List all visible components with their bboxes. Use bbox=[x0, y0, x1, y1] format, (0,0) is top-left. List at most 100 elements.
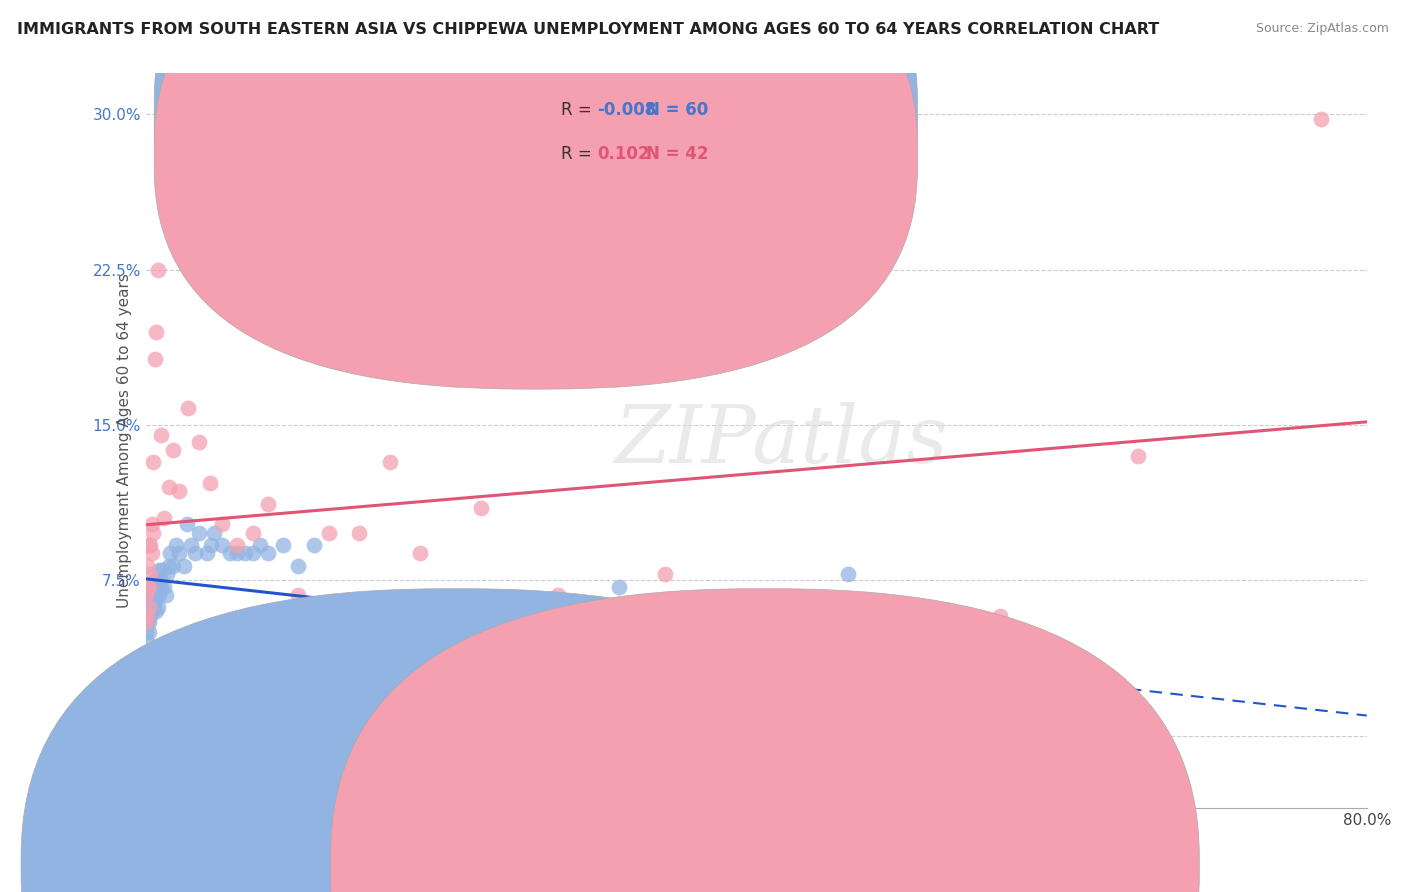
Point bbox=[142, 580, 165, 594]
Y-axis label: Unemployment Among Ages 60 to 64 years: Unemployment Among Ages 60 to 64 years bbox=[117, 273, 132, 608]
Point bbox=[242, 546, 264, 560]
Point bbox=[139, 583, 162, 598]
Point bbox=[143, 351, 166, 366]
Point bbox=[318, 677, 340, 691]
Point bbox=[249, 538, 271, 552]
Point bbox=[136, 635, 159, 649]
Point bbox=[141, 588, 163, 602]
Point bbox=[485, 677, 508, 691]
Point bbox=[149, 574, 172, 588]
Point bbox=[607, 580, 630, 594]
Point bbox=[138, 604, 160, 618]
Point bbox=[136, 558, 159, 573]
Point bbox=[200, 538, 222, 552]
Text: ZIPatlas: ZIPatlas bbox=[614, 401, 948, 479]
Point bbox=[837, 567, 859, 582]
Point bbox=[169, 546, 191, 560]
Point bbox=[136, 580, 159, 594]
Point bbox=[183, 546, 205, 560]
Point bbox=[157, 480, 180, 494]
Point bbox=[153, 580, 176, 594]
Point bbox=[378, 594, 401, 608]
Text: Source: ZipAtlas.com: Source: ZipAtlas.com bbox=[1256, 22, 1389, 36]
Point bbox=[177, 401, 200, 416]
Point bbox=[198, 475, 221, 490]
Point bbox=[146, 583, 169, 598]
Point bbox=[138, 538, 160, 552]
Point bbox=[211, 538, 233, 552]
Text: N = 60: N = 60 bbox=[647, 101, 709, 119]
Text: R =: R = bbox=[561, 145, 602, 163]
Point bbox=[149, 428, 172, 442]
Point bbox=[143, 574, 166, 588]
Point bbox=[776, 677, 799, 691]
Point bbox=[1126, 449, 1149, 463]
Point bbox=[142, 525, 165, 540]
Point bbox=[547, 588, 569, 602]
Point bbox=[349, 677, 371, 691]
Point bbox=[141, 546, 163, 560]
Point bbox=[226, 538, 249, 552]
Text: Chippewa: Chippewa bbox=[804, 855, 883, 870]
Point bbox=[165, 538, 187, 552]
Point bbox=[148, 588, 170, 602]
Text: R =: R = bbox=[561, 101, 598, 119]
Point bbox=[145, 325, 167, 339]
Point bbox=[211, 517, 233, 532]
Point bbox=[409, 546, 432, 560]
Point bbox=[136, 615, 159, 629]
Point bbox=[142, 600, 165, 615]
Point bbox=[156, 567, 179, 582]
Point bbox=[146, 600, 169, 615]
Point bbox=[790, 600, 813, 615]
Text: IMMIGRANTS FROM SOUTH EASTERN ASIA VS CHIPPEWA UNEMPLOYMENT AMONG AGES 60 TO 64 : IMMIGRANTS FROM SOUTH EASTERN ASIA VS CH… bbox=[17, 22, 1159, 37]
Point bbox=[141, 604, 163, 618]
Point bbox=[195, 546, 218, 560]
FancyBboxPatch shape bbox=[494, 77, 787, 194]
Text: N = 42: N = 42 bbox=[647, 145, 709, 163]
Point bbox=[271, 538, 294, 552]
Point bbox=[287, 558, 309, 573]
FancyBboxPatch shape bbox=[155, 0, 918, 345]
Point bbox=[139, 608, 162, 623]
Point bbox=[173, 558, 195, 573]
Point bbox=[188, 434, 211, 449]
Point bbox=[141, 517, 163, 532]
Point bbox=[162, 558, 184, 573]
Point bbox=[318, 525, 340, 540]
Point bbox=[176, 517, 198, 532]
Point bbox=[654, 567, 676, 582]
Point bbox=[138, 580, 160, 594]
Point bbox=[162, 442, 184, 457]
Point bbox=[440, 677, 463, 691]
Text: 0.102: 0.102 bbox=[598, 145, 650, 163]
Point bbox=[146, 262, 169, 277]
Point bbox=[256, 546, 278, 560]
Point bbox=[378, 455, 401, 469]
Point bbox=[256, 497, 278, 511]
Point bbox=[145, 604, 167, 618]
Point bbox=[1310, 112, 1333, 126]
Point bbox=[287, 588, 309, 602]
Point bbox=[136, 608, 159, 623]
Point bbox=[990, 608, 1012, 623]
Point bbox=[139, 538, 162, 552]
FancyBboxPatch shape bbox=[155, 0, 918, 389]
Point bbox=[157, 558, 180, 573]
Point bbox=[139, 594, 162, 608]
Point bbox=[180, 538, 202, 552]
Point bbox=[169, 484, 191, 499]
Point bbox=[135, 588, 157, 602]
Point bbox=[152, 563, 174, 577]
Point bbox=[699, 677, 721, 691]
Point bbox=[138, 625, 160, 640]
Point bbox=[143, 594, 166, 608]
Point bbox=[226, 546, 249, 560]
Point bbox=[302, 538, 325, 552]
Point bbox=[242, 525, 264, 540]
Point bbox=[148, 563, 170, 577]
Point bbox=[145, 588, 167, 602]
Point bbox=[562, 677, 585, 691]
Text: -0.008: -0.008 bbox=[598, 101, 657, 119]
Point bbox=[159, 546, 181, 560]
